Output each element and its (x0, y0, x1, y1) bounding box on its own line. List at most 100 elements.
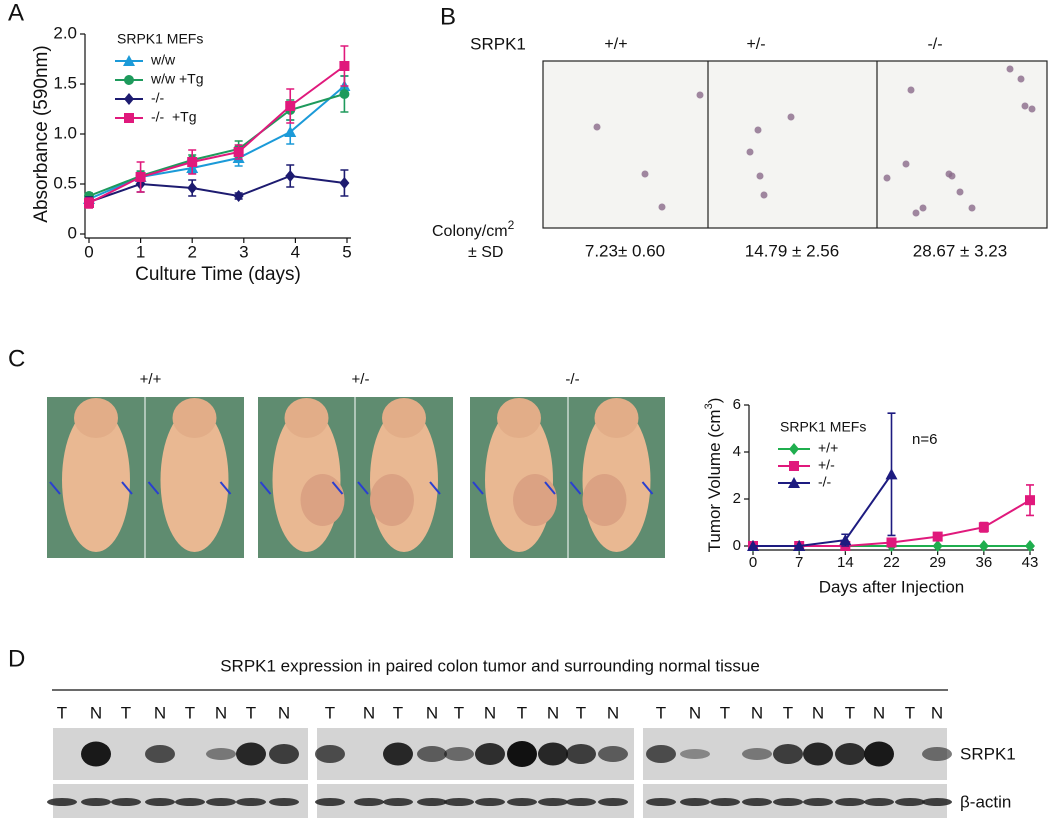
band (922, 747, 952, 761)
band (507, 741, 537, 767)
arrow (357, 481, 369, 495)
row-label: Colony/cm2 (432, 218, 515, 240)
lane-label: T (454, 703, 464, 722)
lane-label: N (90, 703, 102, 722)
lane-label: T (517, 703, 527, 722)
band (236, 798, 266, 806)
colony (696, 91, 704, 99)
colony (1006, 65, 1014, 73)
arrow (569, 481, 582, 495)
arrow (641, 481, 654, 495)
marker (135, 172, 146, 182)
x-tick-label: 7 (795, 554, 803, 571)
marker (788, 477, 800, 488)
colony-count: 7.23± 0.60 (585, 241, 665, 260)
marker (839, 534, 852, 546)
band (81, 741, 111, 767)
colony (945, 170, 953, 178)
lane-label: N (278, 703, 290, 722)
genotype-label: +/- (746, 36, 765, 53)
colony (968, 204, 976, 212)
lane-label: N (873, 703, 885, 722)
marker (978, 522, 989, 533)
band (773, 744, 803, 764)
marker (339, 61, 350, 71)
marker (339, 177, 350, 189)
colony (1017, 75, 1025, 83)
row-label: β-actin (960, 792, 1011, 811)
band (538, 742, 568, 766)
lane-label: T (246, 703, 256, 722)
y-axis-label-text: Absorbance (590nm) (31, 45, 52, 222)
y-tick-label: 0.5 (53, 173, 77, 192)
colony (754, 126, 762, 134)
band (206, 798, 236, 806)
mouse-head (594, 398, 639, 438)
lane-label: N (215, 703, 227, 722)
lane-label: N (751, 703, 763, 722)
band (680, 798, 710, 806)
panel-label: B (440, 3, 456, 30)
band (475, 743, 505, 765)
band (315, 798, 345, 806)
colony (746, 148, 754, 156)
y-tick-label: 0 (68, 223, 77, 242)
genotype-label: -/- (927, 36, 942, 53)
colony (760, 191, 768, 199)
band (383, 742, 413, 766)
colony (1021, 102, 1029, 110)
marker (932, 531, 943, 542)
band (835, 743, 865, 765)
series-line (88, 65, 346, 204)
y-tick-label: 1.0 (53, 123, 77, 142)
legend-label: -/- (151, 90, 165, 106)
marker (285, 101, 296, 111)
band (710, 798, 740, 806)
band (269, 744, 299, 764)
x-tick-label: 0 (749, 554, 757, 571)
marker (233, 190, 244, 202)
y-tick-label: 0 (733, 537, 741, 554)
band (742, 748, 772, 760)
mouse-head (497, 398, 541, 438)
lane-label: T (720, 703, 730, 722)
band (111, 798, 141, 806)
marker (285, 170, 296, 182)
band (680, 749, 710, 759)
legend-label: +/- (818, 457, 835, 473)
band (417, 798, 447, 806)
tumor (300, 474, 345, 526)
y-tick-label: 6 (733, 396, 741, 413)
panel-label: A (8, 0, 24, 26)
marker (885, 468, 898, 480)
marker (793, 540, 806, 551)
tumor (582, 474, 627, 526)
colony (787, 113, 795, 121)
lane-label: N (931, 703, 943, 722)
lane-label: T (121, 703, 131, 722)
y-axis-label-end: ) (705, 398, 724, 404)
band (835, 798, 865, 806)
colony (902, 160, 910, 168)
mouse-head (172, 398, 217, 438)
colony (912, 209, 920, 217)
mouse-head (74, 398, 118, 438)
lane-label: T (905, 703, 915, 722)
lane-label: N (154, 703, 166, 722)
lane-label: T (325, 703, 335, 722)
marker (123, 55, 135, 66)
marker (886, 537, 897, 548)
row-label: SRPK1 (960, 744, 1016, 763)
marker (1025, 495, 1035, 506)
colony (919, 204, 927, 212)
marker (932, 540, 943, 552)
band (598, 746, 628, 762)
colony (641, 170, 649, 178)
marker (124, 93, 134, 105)
band (773, 798, 803, 806)
band (145, 745, 175, 763)
lane-label: T (393, 703, 403, 722)
x-tick-label: 29 (929, 554, 946, 571)
lane-label: N (607, 703, 619, 722)
arrow (147, 481, 160, 495)
